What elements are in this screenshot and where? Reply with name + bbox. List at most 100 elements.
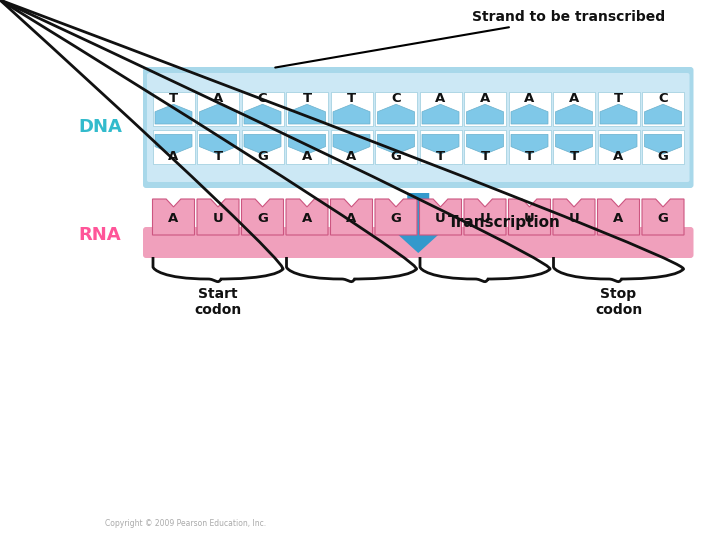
- Text: A: A: [168, 150, 179, 163]
- Text: U: U: [569, 212, 580, 225]
- Bar: [241, 91, 284, 125]
- Polygon shape: [286, 199, 328, 235]
- Text: A: A: [569, 92, 579, 105]
- Polygon shape: [508, 199, 551, 235]
- Text: A: A: [436, 92, 446, 105]
- Bar: [464, 130, 506, 164]
- Text: A: A: [613, 212, 624, 225]
- Polygon shape: [553, 199, 595, 235]
- Bar: [598, 91, 639, 125]
- Polygon shape: [333, 134, 370, 154]
- Text: T: T: [570, 150, 579, 163]
- Text: U: U: [480, 212, 490, 225]
- Polygon shape: [377, 104, 415, 124]
- Polygon shape: [511, 134, 548, 154]
- Polygon shape: [375, 199, 417, 235]
- Polygon shape: [644, 134, 682, 154]
- Text: Stop
codon: Stop codon: [595, 287, 642, 317]
- Text: T: T: [169, 92, 178, 105]
- Bar: [598, 130, 639, 164]
- Text: A: A: [346, 150, 356, 163]
- Bar: [375, 130, 417, 164]
- Polygon shape: [199, 134, 236, 154]
- Text: A: A: [346, 212, 356, 225]
- Text: A: A: [480, 92, 490, 105]
- Text: T: T: [302, 92, 312, 105]
- FancyBboxPatch shape: [143, 227, 693, 258]
- Text: C: C: [258, 92, 267, 105]
- Polygon shape: [422, 134, 459, 154]
- Text: A: A: [302, 212, 312, 225]
- Polygon shape: [467, 134, 503, 154]
- Polygon shape: [289, 104, 325, 124]
- Polygon shape: [244, 104, 281, 124]
- Polygon shape: [464, 199, 506, 235]
- Polygon shape: [467, 104, 503, 124]
- Text: G: G: [257, 150, 268, 163]
- Bar: [420, 91, 462, 125]
- Text: G: G: [657, 150, 668, 163]
- Polygon shape: [333, 104, 370, 124]
- Bar: [330, 91, 372, 125]
- Bar: [153, 91, 194, 125]
- Text: DNA: DNA: [78, 118, 122, 137]
- Text: Copyright © 2009 Pearson Education, Inc.: Copyright © 2009 Pearson Education, Inc.: [105, 519, 266, 528]
- FancyBboxPatch shape: [147, 73, 690, 182]
- Polygon shape: [556, 134, 593, 154]
- Text: Start
codon: Start codon: [194, 287, 242, 317]
- Text: G: G: [390, 150, 402, 163]
- Bar: [286, 130, 328, 164]
- Polygon shape: [644, 104, 682, 124]
- Polygon shape: [153, 199, 194, 235]
- Text: U: U: [524, 212, 535, 225]
- Text: G: G: [657, 212, 668, 225]
- Polygon shape: [241, 199, 284, 235]
- Polygon shape: [422, 104, 459, 124]
- Text: U: U: [435, 212, 446, 225]
- Text: RNA: RNA: [78, 226, 121, 244]
- Bar: [553, 91, 595, 125]
- Text: T: T: [614, 92, 623, 105]
- Bar: [330, 130, 372, 164]
- Bar: [197, 130, 239, 164]
- Text: A: A: [613, 150, 624, 163]
- Text: G: G: [390, 212, 402, 225]
- Polygon shape: [199, 104, 236, 124]
- Polygon shape: [155, 104, 192, 124]
- Polygon shape: [155, 134, 192, 154]
- Text: A: A: [302, 150, 312, 163]
- Text: U: U: [212, 212, 223, 225]
- Polygon shape: [289, 134, 325, 154]
- Polygon shape: [600, 104, 637, 124]
- Bar: [508, 91, 551, 125]
- Polygon shape: [598, 199, 639, 235]
- Polygon shape: [244, 134, 281, 154]
- Bar: [642, 130, 684, 164]
- Bar: [241, 130, 284, 164]
- Text: C: C: [391, 92, 401, 105]
- Polygon shape: [330, 199, 372, 235]
- Text: T: T: [213, 150, 222, 163]
- Polygon shape: [642, 199, 684, 235]
- Text: T: T: [347, 92, 356, 105]
- Bar: [508, 130, 551, 164]
- Polygon shape: [377, 134, 415, 154]
- Bar: [464, 91, 506, 125]
- Text: Strand to be transcribed: Strand to be transcribed: [275, 10, 665, 68]
- Text: A: A: [524, 92, 535, 105]
- FancyBboxPatch shape: [143, 67, 693, 188]
- Bar: [553, 130, 595, 164]
- Polygon shape: [396, 193, 440, 253]
- Bar: [375, 91, 417, 125]
- Text: Transcription: Transcription: [449, 215, 561, 231]
- Polygon shape: [600, 134, 637, 154]
- Text: A: A: [168, 212, 179, 225]
- Bar: [197, 91, 239, 125]
- Polygon shape: [556, 104, 593, 124]
- Polygon shape: [420, 199, 462, 235]
- Polygon shape: [197, 199, 239, 235]
- Bar: [420, 130, 462, 164]
- Text: T: T: [525, 150, 534, 163]
- Text: T: T: [480, 150, 490, 163]
- Bar: [286, 91, 328, 125]
